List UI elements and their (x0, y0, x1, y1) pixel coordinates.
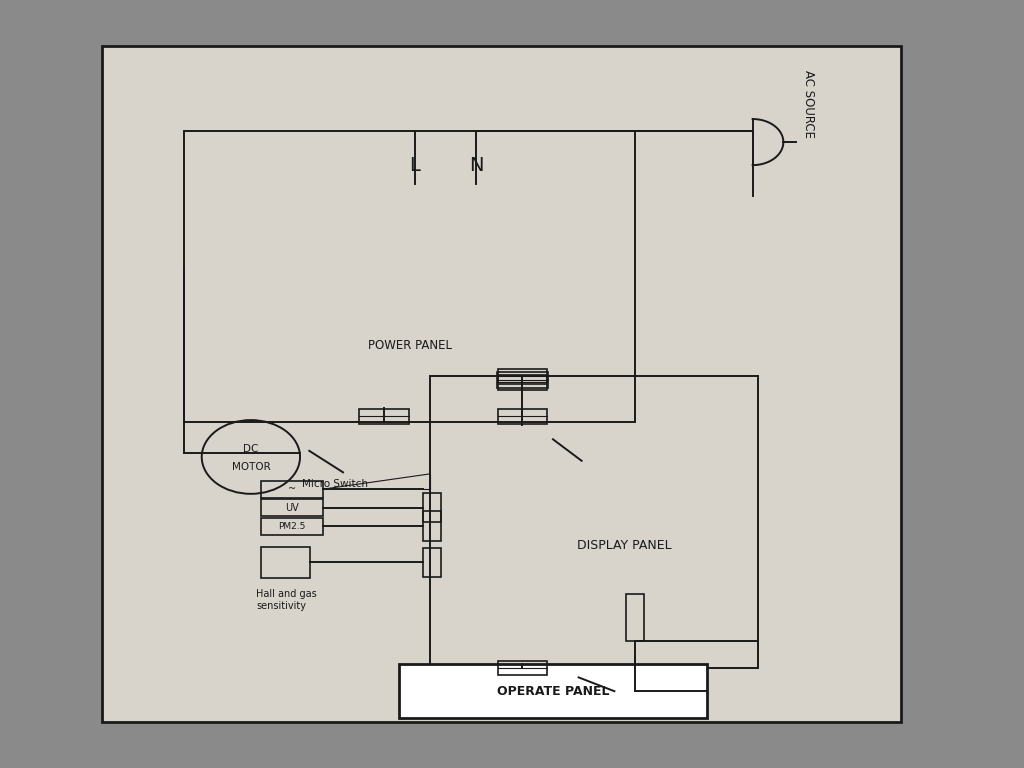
Bar (359, 409, 409, 424)
Bar (261, 518, 323, 535)
Bar (102, 46, 901, 722)
Bar (261, 499, 323, 516)
Text: DC: DC (243, 444, 259, 455)
Bar (261, 547, 310, 578)
Bar (423, 548, 441, 577)
Text: DISPLAY PANEL: DISPLAY PANEL (578, 539, 672, 551)
Bar (399, 664, 707, 718)
Text: Micro Switch: Micro Switch (302, 478, 368, 489)
Text: POWER PANEL: POWER PANEL (368, 339, 452, 352)
Bar (184, 131, 635, 422)
Text: Hall and gas
sensitivity: Hall and gas sensitivity (256, 589, 316, 611)
Bar (430, 376, 758, 668)
Bar (498, 369, 547, 384)
Bar (498, 375, 547, 390)
Text: PM2.5: PM2.5 (279, 521, 305, 531)
Text: N: N (469, 156, 483, 174)
Bar (423, 493, 441, 522)
Bar (497, 372, 548, 388)
Text: UV: UV (285, 502, 299, 513)
Bar (423, 511, 441, 541)
Bar (498, 661, 547, 675)
Bar (261, 481, 323, 498)
Text: AC SOURCE: AC SOURCE (803, 70, 815, 137)
Bar (498, 409, 547, 424)
Text: OPERATE PANEL: OPERATE PANEL (497, 685, 609, 697)
Text: MOTOR: MOTOR (231, 462, 270, 472)
Text: L: L (410, 156, 420, 174)
Text: ~: ~ (288, 484, 296, 495)
Bar (626, 594, 644, 641)
